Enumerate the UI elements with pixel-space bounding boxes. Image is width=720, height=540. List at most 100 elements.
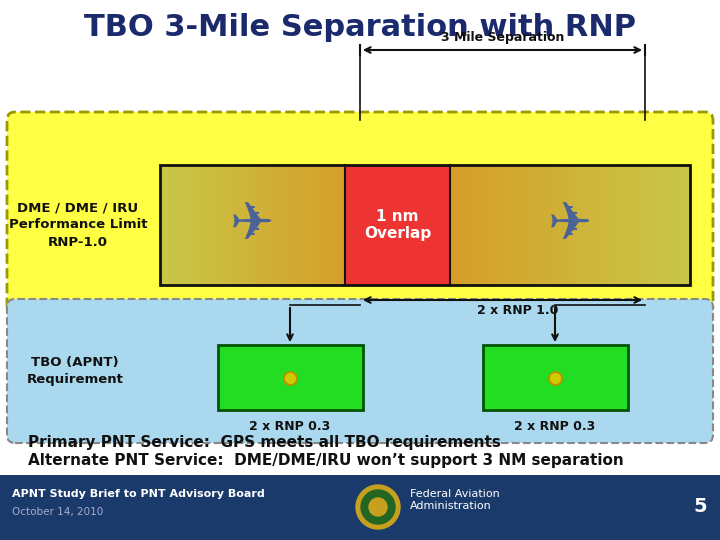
Bar: [303, 165, 309, 285]
Bar: [594, 165, 601, 285]
Bar: [678, 165, 685, 285]
Bar: [160, 165, 690, 285]
Text: DME / DME / IRU
Performance Limit
RNP-1.0: DME / DME / IRU Performance Limit RNP-1.…: [9, 201, 148, 248]
Bar: [552, 165, 559, 285]
Text: APNT Study Brief to PNT Advisory Board: APNT Study Brief to PNT Advisory Board: [12, 489, 265, 499]
Bar: [299, 165, 305, 285]
Bar: [630, 165, 637, 285]
Bar: [600, 165, 607, 285]
Bar: [197, 165, 202, 285]
Bar: [606, 165, 613, 285]
Bar: [331, 165, 337, 285]
Bar: [540, 165, 547, 285]
Bar: [169, 165, 175, 285]
Text: 2 x RNP 0.3: 2 x RNP 0.3: [249, 420, 330, 433]
Bar: [276, 165, 282, 285]
Bar: [474, 165, 481, 285]
Bar: [612, 165, 619, 285]
Bar: [654, 165, 661, 285]
Bar: [636, 165, 643, 285]
Bar: [206, 165, 212, 285]
FancyBboxPatch shape: [7, 112, 713, 313]
Text: 2 x RNP 0.3: 2 x RNP 0.3: [514, 420, 595, 433]
Text: ✈: ✈: [230, 199, 274, 251]
Bar: [312, 165, 318, 285]
Bar: [160, 165, 690, 285]
Bar: [322, 165, 328, 285]
Bar: [492, 165, 499, 285]
Bar: [672, 165, 679, 285]
Bar: [202, 165, 207, 285]
Text: TBO 3-Mile Separation with RNP: TBO 3-Mile Separation with RNP: [84, 12, 636, 42]
Bar: [504, 165, 511, 285]
Bar: [294, 165, 300, 285]
Bar: [588, 165, 595, 285]
Bar: [480, 165, 487, 285]
Bar: [462, 165, 469, 285]
Bar: [179, 165, 184, 285]
Bar: [498, 165, 505, 285]
Bar: [546, 165, 553, 285]
Circle shape: [361, 490, 395, 524]
Bar: [280, 165, 286, 285]
Bar: [482, 345, 628, 410]
Text: TBO (APNT)
Requirement: TBO (APNT) Requirement: [27, 356, 123, 386]
Bar: [211, 165, 217, 285]
Bar: [217, 345, 362, 410]
Circle shape: [356, 485, 400, 529]
Bar: [192, 165, 198, 285]
Bar: [160, 165, 166, 285]
Bar: [257, 165, 263, 285]
Text: 1 nm
Overlap: 1 nm Overlap: [364, 209, 431, 241]
Bar: [174, 165, 179, 285]
Bar: [450, 165, 457, 285]
Bar: [486, 165, 493, 285]
Bar: [262, 165, 267, 285]
Bar: [271, 165, 276, 285]
Text: Alternate PNT Service:  DME/DME/IRU won’t support 3 NM separation: Alternate PNT Service: DME/DME/IRU won’t…: [28, 453, 624, 468]
Bar: [564, 165, 571, 285]
Bar: [618, 165, 625, 285]
Text: ✈: ✈: [548, 199, 592, 251]
Bar: [528, 165, 535, 285]
Bar: [253, 165, 258, 285]
Bar: [576, 165, 583, 285]
Bar: [289, 165, 295, 285]
Bar: [225, 165, 230, 285]
Bar: [188, 165, 194, 285]
Bar: [684, 165, 691, 285]
Bar: [468, 165, 475, 285]
Bar: [248, 165, 253, 285]
Text: October 14, 2010: October 14, 2010: [12, 507, 103, 517]
Bar: [660, 165, 667, 285]
Bar: [183, 165, 189, 285]
Bar: [341, 165, 346, 285]
Bar: [238, 165, 244, 285]
Text: Federal Aviation
Administration: Federal Aviation Administration: [410, 489, 500, 511]
Bar: [318, 165, 323, 285]
Text: 2 x RNP 1.0: 2 x RNP 1.0: [477, 304, 558, 317]
Bar: [336, 165, 341, 285]
Bar: [230, 165, 235, 285]
Bar: [624, 165, 631, 285]
FancyBboxPatch shape: [7, 299, 713, 443]
Bar: [582, 165, 589, 285]
Circle shape: [369, 498, 387, 516]
Bar: [516, 165, 523, 285]
Text: 5: 5: [693, 497, 707, 516]
Bar: [522, 165, 529, 285]
Bar: [326, 165, 332, 285]
Bar: [0, 475, 720, 540]
Bar: [266, 165, 272, 285]
Bar: [243, 165, 249, 285]
Bar: [666, 165, 673, 285]
Bar: [510, 165, 517, 285]
Bar: [534, 165, 541, 285]
Bar: [648, 165, 655, 285]
Bar: [570, 165, 577, 285]
Bar: [558, 165, 565, 285]
Bar: [215, 165, 221, 285]
Text: Primary PNT Service:  GPS meets all TBO requirements: Primary PNT Service: GPS meets all TBO r…: [28, 435, 501, 450]
Bar: [165, 165, 170, 285]
Bar: [456, 165, 463, 285]
